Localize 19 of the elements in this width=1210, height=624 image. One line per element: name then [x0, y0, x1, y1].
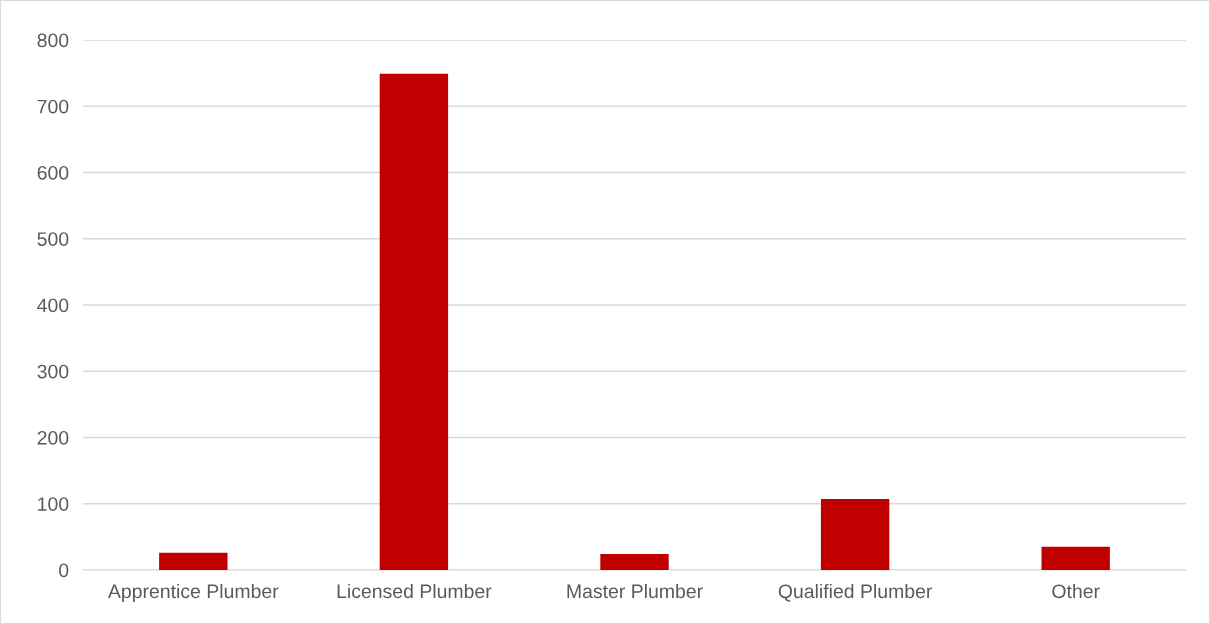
y-tick-label: 100 [38, 497, 69, 511]
y-tick-label: 400 [37, 298, 69, 313]
y-tick-label: 500 [37, 232, 69, 246]
y-tick-label: 800 [37, 33, 69, 48]
bar [820, 499, 890, 570]
bar [1041, 546, 1110, 570]
y-tick-label: 700 [37, 99, 69, 114]
bar [600, 554, 669, 570]
x-tick-label: Master Plumber [567, 583, 703, 599]
x-tick-label: Apprentice Plumber [107, 583, 279, 603]
y-tick-label: 200 [37, 430, 69, 445]
x-tick-label: Other [1052, 583, 1100, 599]
bar [379, 73, 449, 570]
y-tick-label: 300 [37, 364, 69, 379]
y-tick-label: 0 [59, 563, 69, 578]
y-tick-label: 600 [37, 165, 69, 180]
x-tick-label: Licensed Plumber [337, 583, 492, 599]
bar [159, 552, 228, 570]
x-tick-label: Qualified Plumber [778, 583, 933, 602]
